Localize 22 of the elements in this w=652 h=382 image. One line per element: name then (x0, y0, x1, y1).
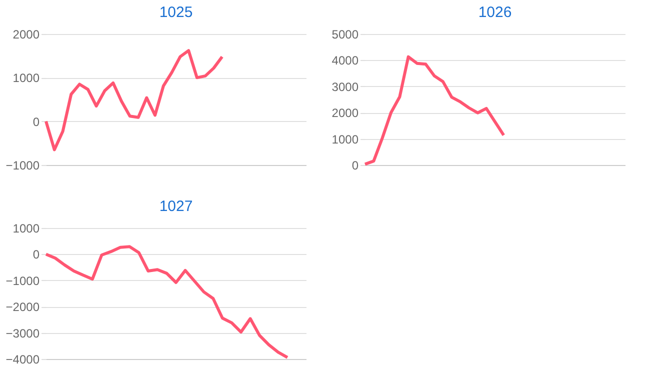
y-tick-label: −1000 (6, 274, 40, 288)
chart-title: 1026 (478, 4, 512, 21)
y-tick-label: 0 (352, 158, 359, 172)
line-series (44, 49, 224, 152)
y-tick-label: 2000 (12, 28, 40, 42)
y-tick-label: 0 (32, 114, 40, 129)
y-tick-label: 2000 (332, 106, 359, 120)
line-series (364, 55, 506, 166)
y-tick-label: 1000 (12, 71, 40, 86)
y-tick-label: 1000 (12, 222, 40, 236)
y-tick-label: −2000 (6, 300, 40, 314)
chart-title: 1027 (159, 198, 193, 215)
y-tick-label: 3000 (332, 80, 359, 94)
y-tick-label: 5000 (332, 28, 359, 42)
y-tick-label: −4000 (6, 352, 40, 366)
y-tick-label: 4000 (332, 54, 359, 68)
chart-title: 1025 (159, 4, 193, 21)
y-tick-label: −3000 (6, 326, 40, 340)
y-tick-label: 1000 (332, 132, 359, 146)
y-tick-label: 0 (32, 248, 40, 262)
y-tick-label: −1000 (6, 158, 40, 172)
line-series (44, 245, 289, 359)
